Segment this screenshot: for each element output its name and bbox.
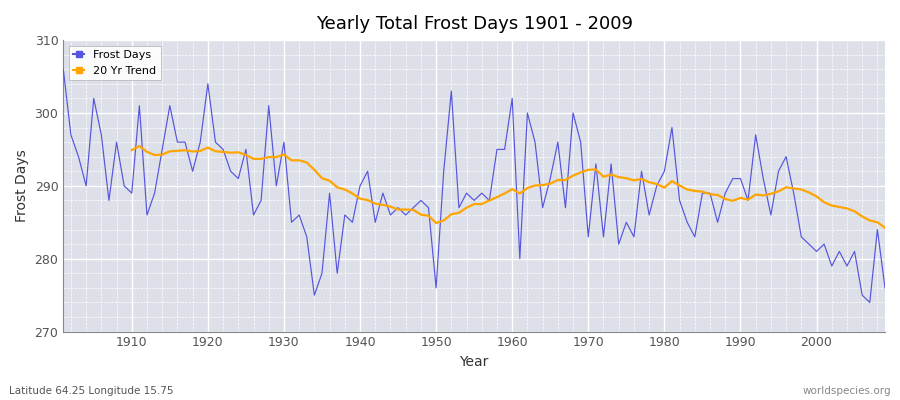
X-axis label: Year: Year [460,355,489,369]
Text: Latitude 64.25 Longitude 15.75: Latitude 64.25 Longitude 15.75 [9,386,174,396]
Y-axis label: Frost Days: Frost Days [15,150,29,222]
Text: worldspecies.org: worldspecies.org [803,386,891,396]
Legend: Frost Days, 20 Yr Trend: Frost Days, 20 Yr Trend [68,46,161,80]
Title: Yearly Total Frost Days 1901 - 2009: Yearly Total Frost Days 1901 - 2009 [316,15,633,33]
